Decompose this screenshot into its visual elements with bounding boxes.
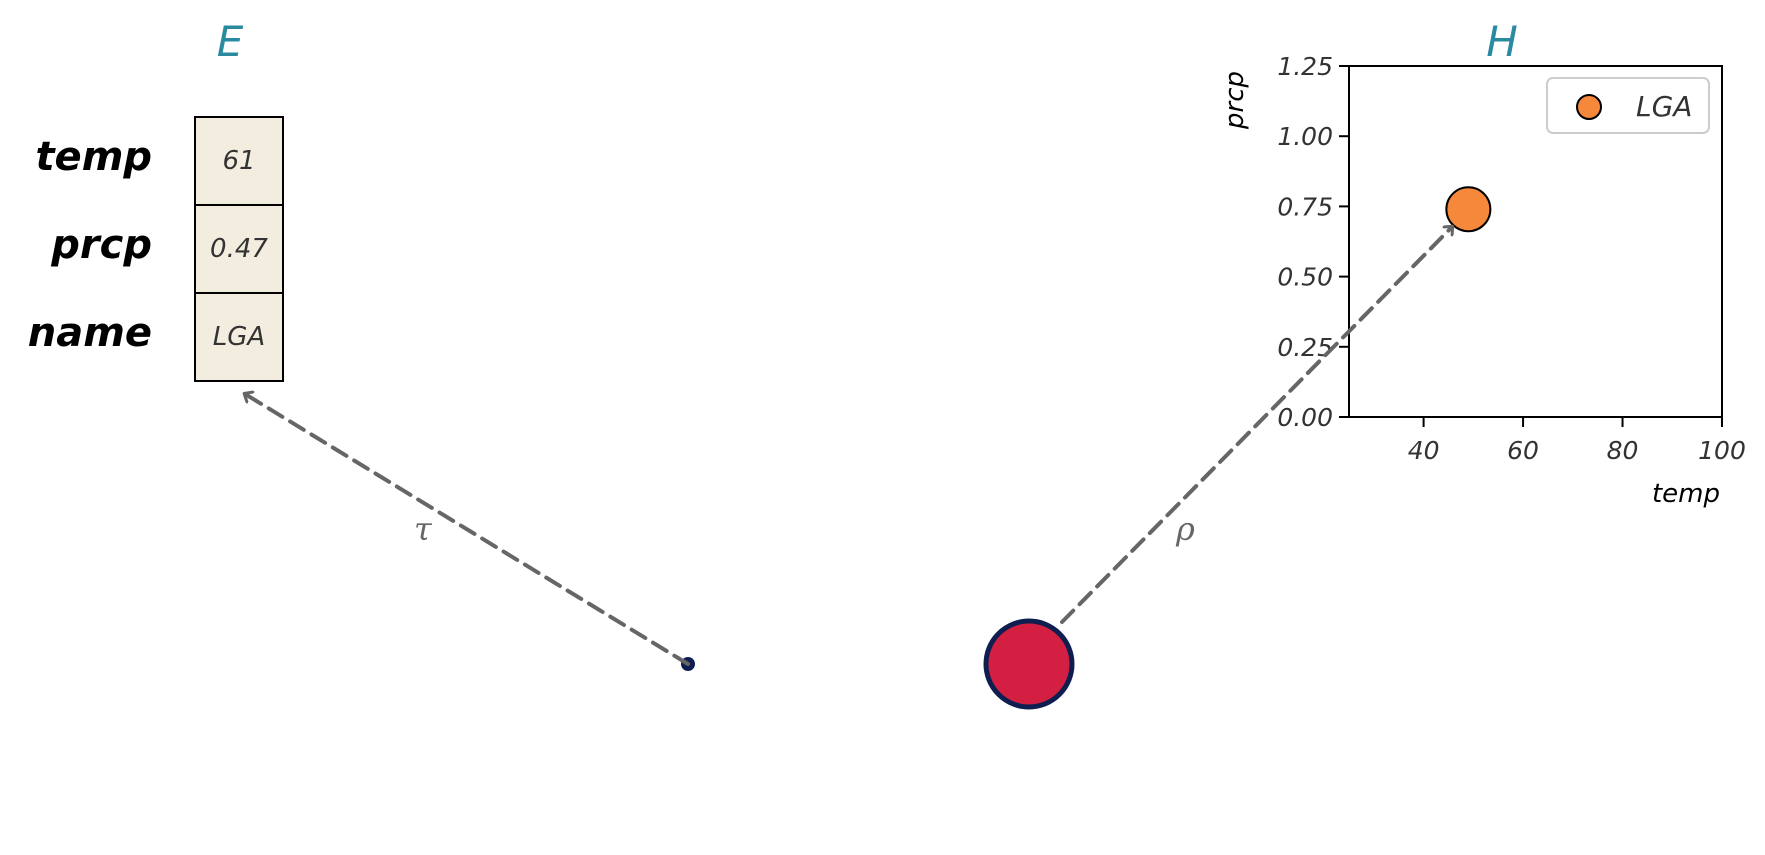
arrow-tau [245, 394, 690, 666]
arrow-rho [1060, 227, 1452, 624]
y-tick-label: 0.75 [1277, 192, 1333, 221]
y-tick-label: 1.00 [1277, 122, 1333, 151]
legend-label-lga: LGA [1636, 90, 1692, 123]
scatter-points [1445, 186, 1492, 233]
x-tick-label: 100 [1698, 436, 1746, 465]
arrow-label-tau: τ [414, 510, 433, 548]
scatter-point [1445, 186, 1492, 233]
field-value-temp: 61 [222, 146, 255, 176]
x-axis-label: temp [1652, 479, 1720, 509]
legend-marker-lga [1576, 94, 1602, 120]
y-axis-ticks: 0.00 0.25 0.50 0.75 1.00 1.25 [1277, 52, 1349, 432]
field-cell-prcp [194, 204, 284, 294]
y-tick-label: 0.50 [1277, 263, 1333, 292]
x-axis-ticks: 40 60 80 100 [1408, 417, 1746, 465]
chart-legend: LGA [1546, 77, 1710, 134]
arrow-label-rho: ρ [1175, 510, 1195, 548]
field-label-prcp: prcp [50, 222, 152, 268]
chart-panel: H 0.00 0.25 0.50 0.75 1.00 1.25 40 60 80 100 prc… [1220, 17, 1746, 509]
red-circle-node[interactable] [983, 618, 1075, 710]
record-panel: E temp prcp name 61 0.47 LGA [28, 17, 284, 382]
field-value-prcp: 0.47 [210, 234, 268, 264]
x-tick-label: 40 [1408, 436, 1440, 465]
y-tick-label: 1.25 [1277, 52, 1333, 81]
field-cell-name [194, 292, 284, 382]
plot-area [1348, 65, 1723, 418]
x-tick-label: 80 [1607, 436, 1639, 465]
field-label-name: name [28, 310, 152, 356]
x-tick-label: 60 [1507, 436, 1539, 465]
field-label-temp: temp [35, 134, 152, 180]
field-value-name: LGA [213, 322, 265, 352]
record-panel-title: E [217, 17, 244, 66]
y-tick-label: 0.25 [1277, 333, 1333, 362]
field-cell-temp [194, 116, 284, 206]
y-axis-label: prcp [1220, 71, 1250, 130]
y-tick-label: 0.00 [1277, 403, 1333, 432]
chart-panel-title: H [1486, 17, 1518, 66]
